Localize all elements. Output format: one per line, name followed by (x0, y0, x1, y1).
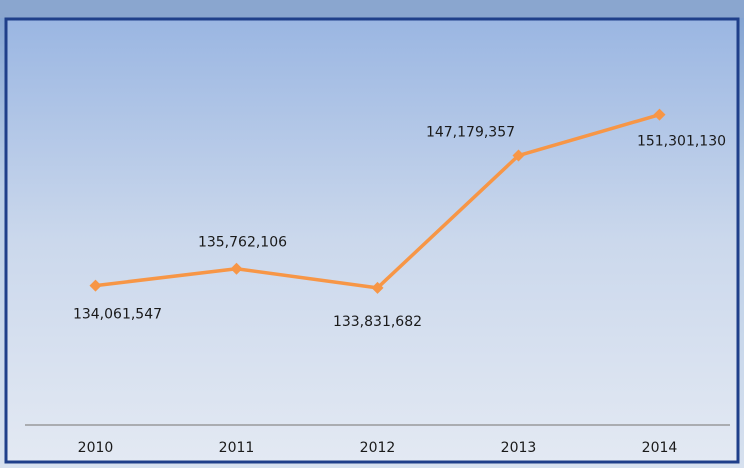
marker (371, 281, 384, 294)
data-label: 147,179,357 (426, 125, 515, 141)
x-tick-label: 2013 (501, 440, 537, 456)
x-tick-label: 2012 (360, 440, 396, 456)
x-tick-label: 2010 (78, 440, 114, 456)
marker (512, 149, 525, 162)
data-label: 134,061,547 (73, 307, 162, 323)
marker (89, 279, 102, 292)
data-label: 151,301,130 (637, 134, 726, 150)
data-label: 133,831,682 (333, 314, 422, 330)
x-tick-label: 2014 (642, 440, 678, 456)
data-label: 135,762,106 (198, 235, 287, 251)
marker (653, 108, 666, 121)
x-tick-label: 2011 (219, 440, 255, 456)
marker (230, 262, 243, 275)
frame (4, 17, 740, 464)
top-strip (0, 0, 744, 18)
